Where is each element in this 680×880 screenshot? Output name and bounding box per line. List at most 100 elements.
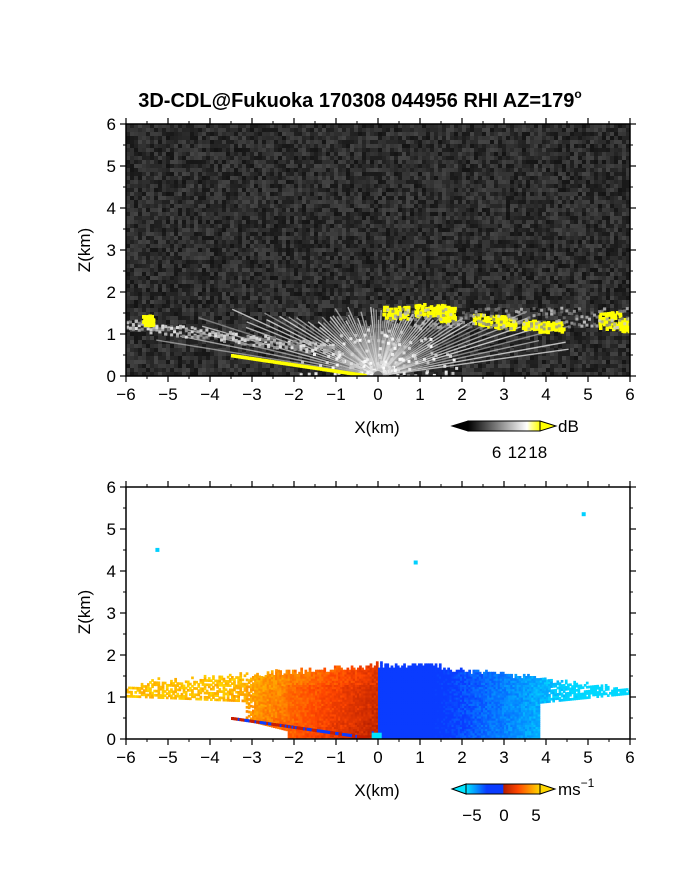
snr-noise-cell (554, 252, 558, 256)
snr-noise-cell (310, 232, 314, 236)
snr-noise-cell (166, 156, 170, 160)
snr-noise-cell (602, 168, 606, 172)
snr-noise-cell (222, 248, 226, 252)
snr-noise-cell (394, 188, 398, 192)
snr-noise-cell (182, 180, 186, 184)
snr-noise-cell (166, 172, 170, 176)
snr-noise-cell (346, 236, 350, 240)
snr-noise-cell (278, 136, 282, 140)
snr-noise-cell (190, 164, 194, 168)
snr-noise-cell (506, 172, 510, 176)
snr-noise-cell (330, 172, 334, 176)
snr-noise-cell (586, 220, 590, 224)
snr-noise-cell (250, 124, 254, 128)
snr-noise-cell (498, 140, 502, 144)
snr-noise-cell (130, 228, 134, 232)
snr-noise-cell (322, 212, 326, 216)
snr-noise-cell (178, 152, 182, 156)
snr-noise-cell (438, 132, 442, 136)
snr-noise-cell (626, 264, 630, 268)
snr-noise-cell (514, 248, 518, 252)
snr-noise-cell (490, 208, 494, 212)
snr-noise-cell (426, 244, 430, 248)
snr-noise-cell (386, 208, 390, 212)
snr-noise-cell (598, 216, 602, 220)
snr-noise-cell (618, 224, 622, 228)
snr-noise-cell (286, 220, 290, 224)
snr-noise-cell (162, 208, 166, 212)
snr-noise-cell (562, 128, 566, 132)
snr-noise-cell (562, 264, 566, 268)
snr-noise-cell (482, 208, 486, 212)
snr-noise-cell (322, 252, 326, 256)
snr-noise-cell (622, 204, 626, 208)
snr-noise-cell (270, 232, 274, 236)
snr-noise-cell (322, 188, 326, 192)
snr-noise-cell (530, 128, 534, 132)
snr-noise-cell (166, 144, 170, 148)
snr-noise-cell (134, 144, 138, 148)
snr-noise-cell (338, 224, 342, 228)
snr-noise-cell (238, 136, 242, 140)
snr-noise-cell (214, 268, 218, 272)
snr-noise-cell (226, 228, 230, 232)
snr-noise-cell (378, 240, 382, 244)
snr-noise-cell (214, 244, 218, 248)
snr-noise-cell (526, 136, 530, 140)
snr-noise-cell (614, 200, 618, 204)
snr-noise-cell (438, 260, 442, 264)
snr-noise-cell (354, 276, 358, 280)
snr-noise-cell (466, 156, 470, 160)
snr-noise-cell (342, 276, 346, 280)
snr-noise-cell (154, 176, 158, 180)
snr-noise-cell (310, 204, 314, 208)
snr-noise-cell (474, 184, 478, 188)
snr-noise-cell (318, 212, 322, 216)
snr-noise-cell (510, 224, 514, 228)
snr-noise-cell (270, 200, 274, 204)
snr-noise-cell (202, 172, 206, 176)
snr-noise-cell (306, 148, 310, 152)
snr-noise-cell (310, 188, 314, 192)
snr-noise-cell (546, 156, 550, 160)
snr-noise-cell (222, 136, 226, 140)
snr-noise-cell (614, 184, 618, 188)
snr-noise-cell (210, 124, 214, 128)
snr-noise-cell (582, 124, 586, 128)
snr-noise-cell (218, 140, 222, 144)
snr-noise-cell (326, 252, 330, 256)
snr-noise-cell (446, 276, 450, 280)
snr-noise-cell (374, 140, 378, 144)
snr-noise-cell (514, 240, 518, 244)
snr-noise-cell (358, 252, 362, 256)
snr-noise-cell (226, 236, 230, 240)
snr-noise-cell (610, 236, 614, 240)
snr-noise-cell (218, 236, 222, 240)
snr-noise-cell (362, 144, 366, 148)
snr-noise-cell (142, 188, 146, 192)
snr-noise-cell (250, 228, 254, 232)
snr-noise-cell (542, 132, 546, 136)
snr-noise-cell (286, 204, 290, 208)
snr-noise-cell (598, 172, 602, 176)
snr-noise-cell (590, 140, 594, 144)
snr-noise-cell (574, 220, 578, 224)
snr-noise-cell (558, 144, 562, 148)
snr-noise-cell (474, 208, 478, 212)
snr-noise-cell (222, 280, 226, 284)
snr-noise-cell (510, 144, 514, 148)
snr-noise-cell (330, 192, 334, 196)
snr-noise-cell (310, 192, 314, 196)
snr-noise-cell (522, 212, 526, 216)
snr-noise-cell (190, 256, 194, 260)
snr-noise-cell (550, 176, 554, 180)
snr-noise-cell (202, 160, 206, 164)
snr-noise-cell (626, 148, 630, 152)
snr-noise-cell (322, 208, 326, 212)
snr-noise-cell (238, 224, 242, 228)
snr-noise-cell (270, 276, 274, 280)
snr-noise-cell (518, 140, 522, 144)
snr-noise-cell (218, 208, 222, 212)
snr-noise-cell (210, 228, 214, 232)
snr-noise-cell (194, 244, 198, 248)
